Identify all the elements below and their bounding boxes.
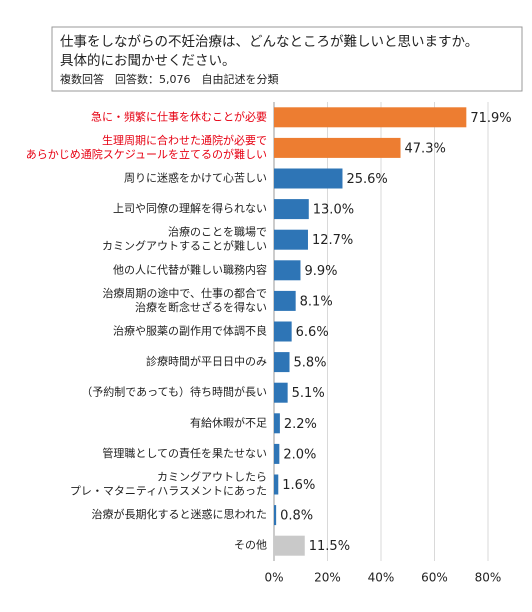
chart-title: 具体的にお聞かせください。 [60, 53, 236, 69]
category-label: 管理職としての責任を果たせない [102, 446, 267, 460]
chart-subtitle: 複数回答 回答数：5,076 自由記述を分類 [60, 72, 279, 86]
bar [274, 137, 401, 158]
value-label: 8.1% [300, 294, 333, 309]
bar [274, 321, 292, 342]
category-label: その他 [234, 539, 267, 552]
bar [274, 443, 280, 464]
value-label: 2.0% [283, 447, 316, 462]
chart-title: 仕事をしながらの不妊治療は、どんなところが難しいと思いますか。 [60, 33, 478, 50]
bar [274, 107, 467, 128]
x-tick-label: 80% [475, 571, 502, 585]
bar [274, 352, 290, 373]
category-label: 診療時間が平日日中のみ [146, 354, 267, 368]
category-label: 上司や同僚の理解を得られない [113, 201, 267, 215]
value-label: 13.0% [313, 203, 354, 218]
bar [274, 535, 305, 556]
category-label: 生理周期に合わせた通院が必要で [102, 133, 267, 147]
value-label: 2.2% [284, 417, 317, 432]
bar [274, 168, 343, 189]
category-label: カミングアウトすることが難しい [102, 239, 267, 253]
value-label: 11.5% [309, 539, 350, 554]
category-label: 治療が長期化すると迷惑に思われた [92, 507, 267, 521]
bar [274, 413, 280, 434]
category-label: 有給休暇が不足 [190, 415, 267, 429]
value-label: 0.8% [280, 509, 313, 524]
category-label: 周りに迷惑をかけて心苦しい [124, 171, 267, 185]
value-label: 9.9% [304, 264, 337, 279]
category-label: 急に・頻繁に仕事を休むことが必要 [91, 109, 267, 123]
value-label: 71.9% [470, 111, 511, 126]
category-label: 治療を断念せざるを得ない [135, 300, 267, 314]
category-label: 治療のことを職場で [168, 225, 267, 239]
x-tick-label: 20% [314, 571, 341, 585]
category-label: 治療や服薬の副作用で体調不良 [113, 324, 267, 338]
bar [274, 382, 288, 403]
bar [274, 290, 296, 311]
value-label: 6.6% [296, 325, 329, 340]
bar [274, 199, 309, 220]
x-tick-label: 60% [421, 571, 448, 585]
x-tick-label: 40% [368, 571, 395, 585]
category-label: プレ・マタニティハラスメントにあった [70, 485, 267, 498]
bar [274, 505, 277, 526]
value-label: 47.3% [405, 141, 446, 156]
category-label: （予約制であっても）待ち時間が長い [81, 385, 267, 399]
category-label: あらかじめ通院スケジュールを立てるのが難しい [26, 147, 267, 161]
value-label: 5.1% [292, 386, 325, 401]
bar [274, 474, 279, 495]
category-label: カミングアウトしたら [157, 470, 267, 484]
x-tick-label: 0% [264, 571, 283, 585]
category-label: 治療周期の途中で、仕事の都合で [102, 286, 267, 300]
value-label: 5.8% [294, 356, 327, 371]
value-label: 25.6% [346, 172, 387, 187]
bar [274, 260, 301, 281]
bar [274, 229, 308, 250]
category-label: 他の人に代替が難しい職務内容 [113, 262, 267, 276]
value-label: 12.7% [312, 233, 353, 248]
value-label: 1.6% [282, 478, 315, 493]
title-box [51, 26, 523, 92]
